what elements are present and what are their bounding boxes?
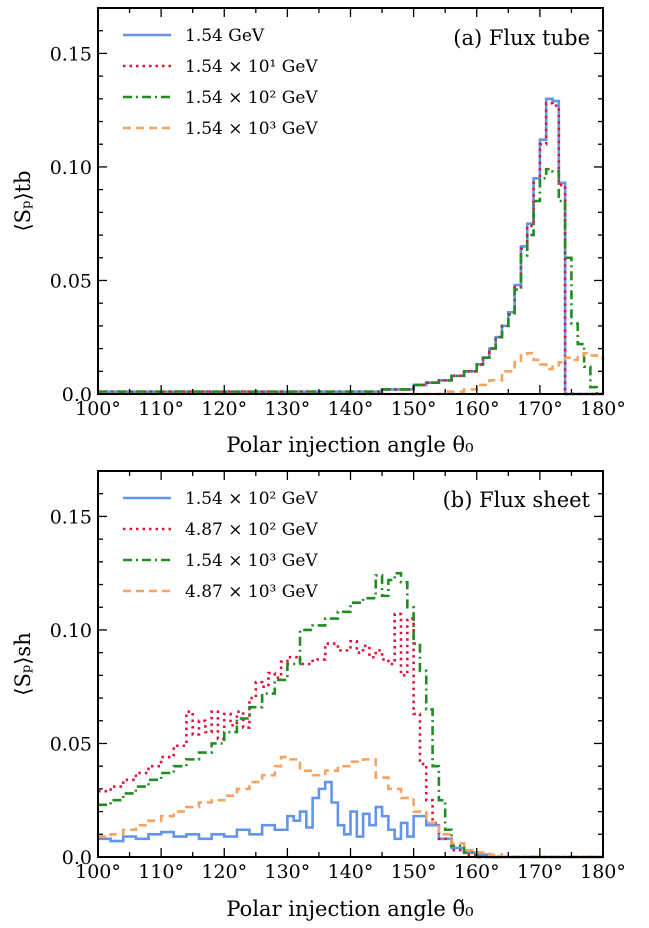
- legend-label-4: 4.87 × 10³ GeV: [185, 582, 318, 602]
- plot-frame-a: [97, 7, 604, 395]
- x-tick-label: 110°: [138, 398, 184, 420]
- x-tick-label: 120°: [201, 861, 247, 883]
- y-tick-label: 0.0: [62, 384, 92, 406]
- panel-title-a: (a) Flux tube: [453, 26, 590, 50]
- x-tick-label: 160°: [454, 398, 500, 420]
- legend-label-1: 1.54 × 10² GeV: [185, 489, 318, 509]
- x-tick-label: 160°: [454, 861, 500, 883]
- y-tick-label: 0.10: [50, 620, 92, 642]
- x-axis-label-b: Polar injection angle θ̃₀: [226, 897, 473, 921]
- y-axis-label-b: ⟨Sₚ⟩sh: [11, 632, 35, 695]
- panel-flux-tube: 100° 110° 120° 130° 140° 150° 160° 170° 180° 0.0 0…: [11, 7, 626, 457]
- x-tick-label: 130°: [264, 398, 310, 420]
- series-line-3: [98, 571, 603, 859]
- x-tick-label: 130°: [264, 861, 310, 883]
- panel-title-b: (b) Flux sheet: [443, 488, 591, 512]
- plot-frame-b: [97, 470, 604, 858]
- x-tick-label: 150°: [391, 398, 437, 420]
- legend-label-2: 1.54 × 10¹ GeV: [185, 57, 318, 77]
- series-layer-b: [98, 571, 603, 859]
- y-tick-label: 0.15: [50, 43, 92, 65]
- x-axis-label-a: Polar injection angle θ₀: [226, 433, 473, 457]
- y-tick-label: 0.15: [50, 506, 92, 528]
- legend-label-4: 1.54 × 10³ GeV: [185, 119, 318, 139]
- series-line-3: [98, 167, 603, 396]
- series-layer-a: [98, 97, 605, 396]
- legend-label-1: 1.54 GeV: [185, 26, 265, 46]
- legend-label-3: 1.54 × 10² GeV: [185, 88, 318, 108]
- y-tick-label: 0.05: [50, 270, 92, 292]
- x-tick-label: 120°: [201, 398, 247, 420]
- ticks-layer-b: 100° 110° 120° 130° 140° 150° 160° 170° 180° 0.0 0…: [50, 471, 626, 883]
- x-tick-label: 180°: [580, 861, 626, 883]
- y-tick-label: 0.10: [50, 157, 92, 179]
- x-tick-label: 170°: [517, 861, 563, 883]
- x-tick-label: 110°: [138, 861, 184, 883]
- y-axis-label-a: ⟨Sₚ⟩tb: [11, 170, 35, 231]
- x-tick-label: 100°: [75, 861, 121, 883]
- x-tick-label: 140°: [328, 398, 374, 420]
- legend-label-2: 4.87 × 10² GeV: [185, 520, 318, 540]
- series-line-2: [98, 612, 603, 859]
- x-tick-label: 150°: [391, 861, 437, 883]
- series-line-4: [98, 351, 605, 396]
- series-line-1: [98, 780, 603, 859]
- y-tick-label: 0.05: [50, 733, 92, 755]
- x-tick-label: 100°: [75, 398, 121, 420]
- ticks-layer-a: 100° 110° 120° 130° 140° 150° 160° 170° 180° 0.0 0…: [50, 8, 626, 420]
- legend-a: 1.54 GeV 1.54 × 10¹ GeV 1.54 × 10² GeV 1.54…: [123, 26, 318, 139]
- x-tick-label: 180°: [580, 398, 626, 420]
- series-line-4: [98, 755, 603, 859]
- x-tick-label: 170°: [517, 398, 563, 420]
- x-tick-label: 140°: [328, 861, 374, 883]
- y-tick-label: 0.0: [62, 847, 92, 869]
- legend-b: 1.54 × 10² GeV 4.87 × 10² GeV 1.54 × 10³ G…: [123, 489, 318, 602]
- panel-flux-sheet: 100° 110° 120° 130° 140° 150° 160° 170° 180° 0.0 0…: [11, 470, 626, 921]
- legend-label-3: 1.54 × 10³ GeV: [185, 551, 318, 571]
